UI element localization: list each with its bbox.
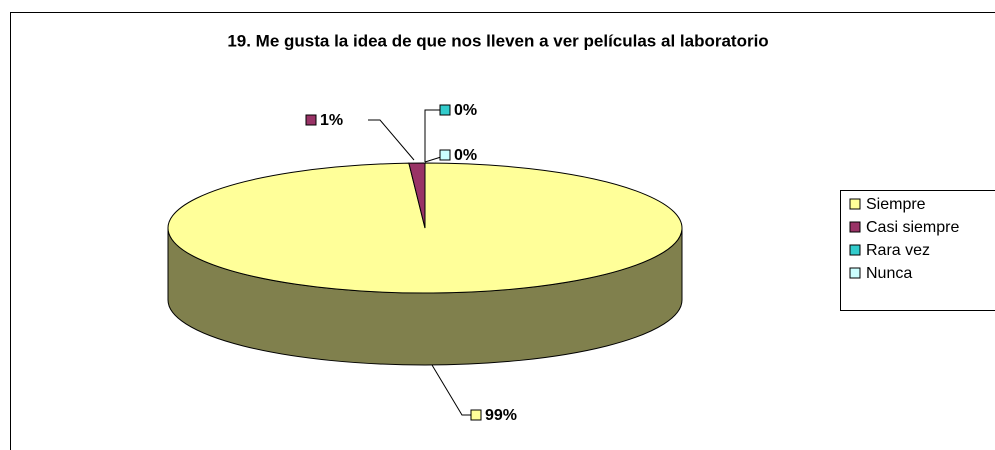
label-key <box>439 104 451 116</box>
data-label: 1% <box>320 112 343 129</box>
leader-line <box>424 156 442 163</box>
legend-label: Rara vez <box>866 242 930 259</box>
leader-line <box>431 364 472 416</box>
label-key <box>470 409 482 421</box>
data-label: 99% <box>485 407 517 424</box>
label-key <box>439 149 451 161</box>
legend-swatch <box>849 198 861 210</box>
legend-label: Nunca <box>866 265 912 282</box>
legend-swatch <box>849 221 861 233</box>
leader-line <box>424 109 441 162</box>
data-label: 0% <box>454 102 477 119</box>
leader-line <box>368 119 415 161</box>
legend-swatch <box>849 244 861 256</box>
label-key <box>305 114 317 126</box>
chart-title: 19. Me gusta la idea de que nos lleven a… <box>227 31 768 50</box>
slice <box>408 162 426 229</box>
data-label: 0% <box>454 147 477 164</box>
legend-label: Casi siempre <box>866 219 959 236</box>
legend-swatch <box>849 267 861 279</box>
legend-label: Siempre <box>866 196 926 213</box>
legend-box <box>840 190 995 311</box>
